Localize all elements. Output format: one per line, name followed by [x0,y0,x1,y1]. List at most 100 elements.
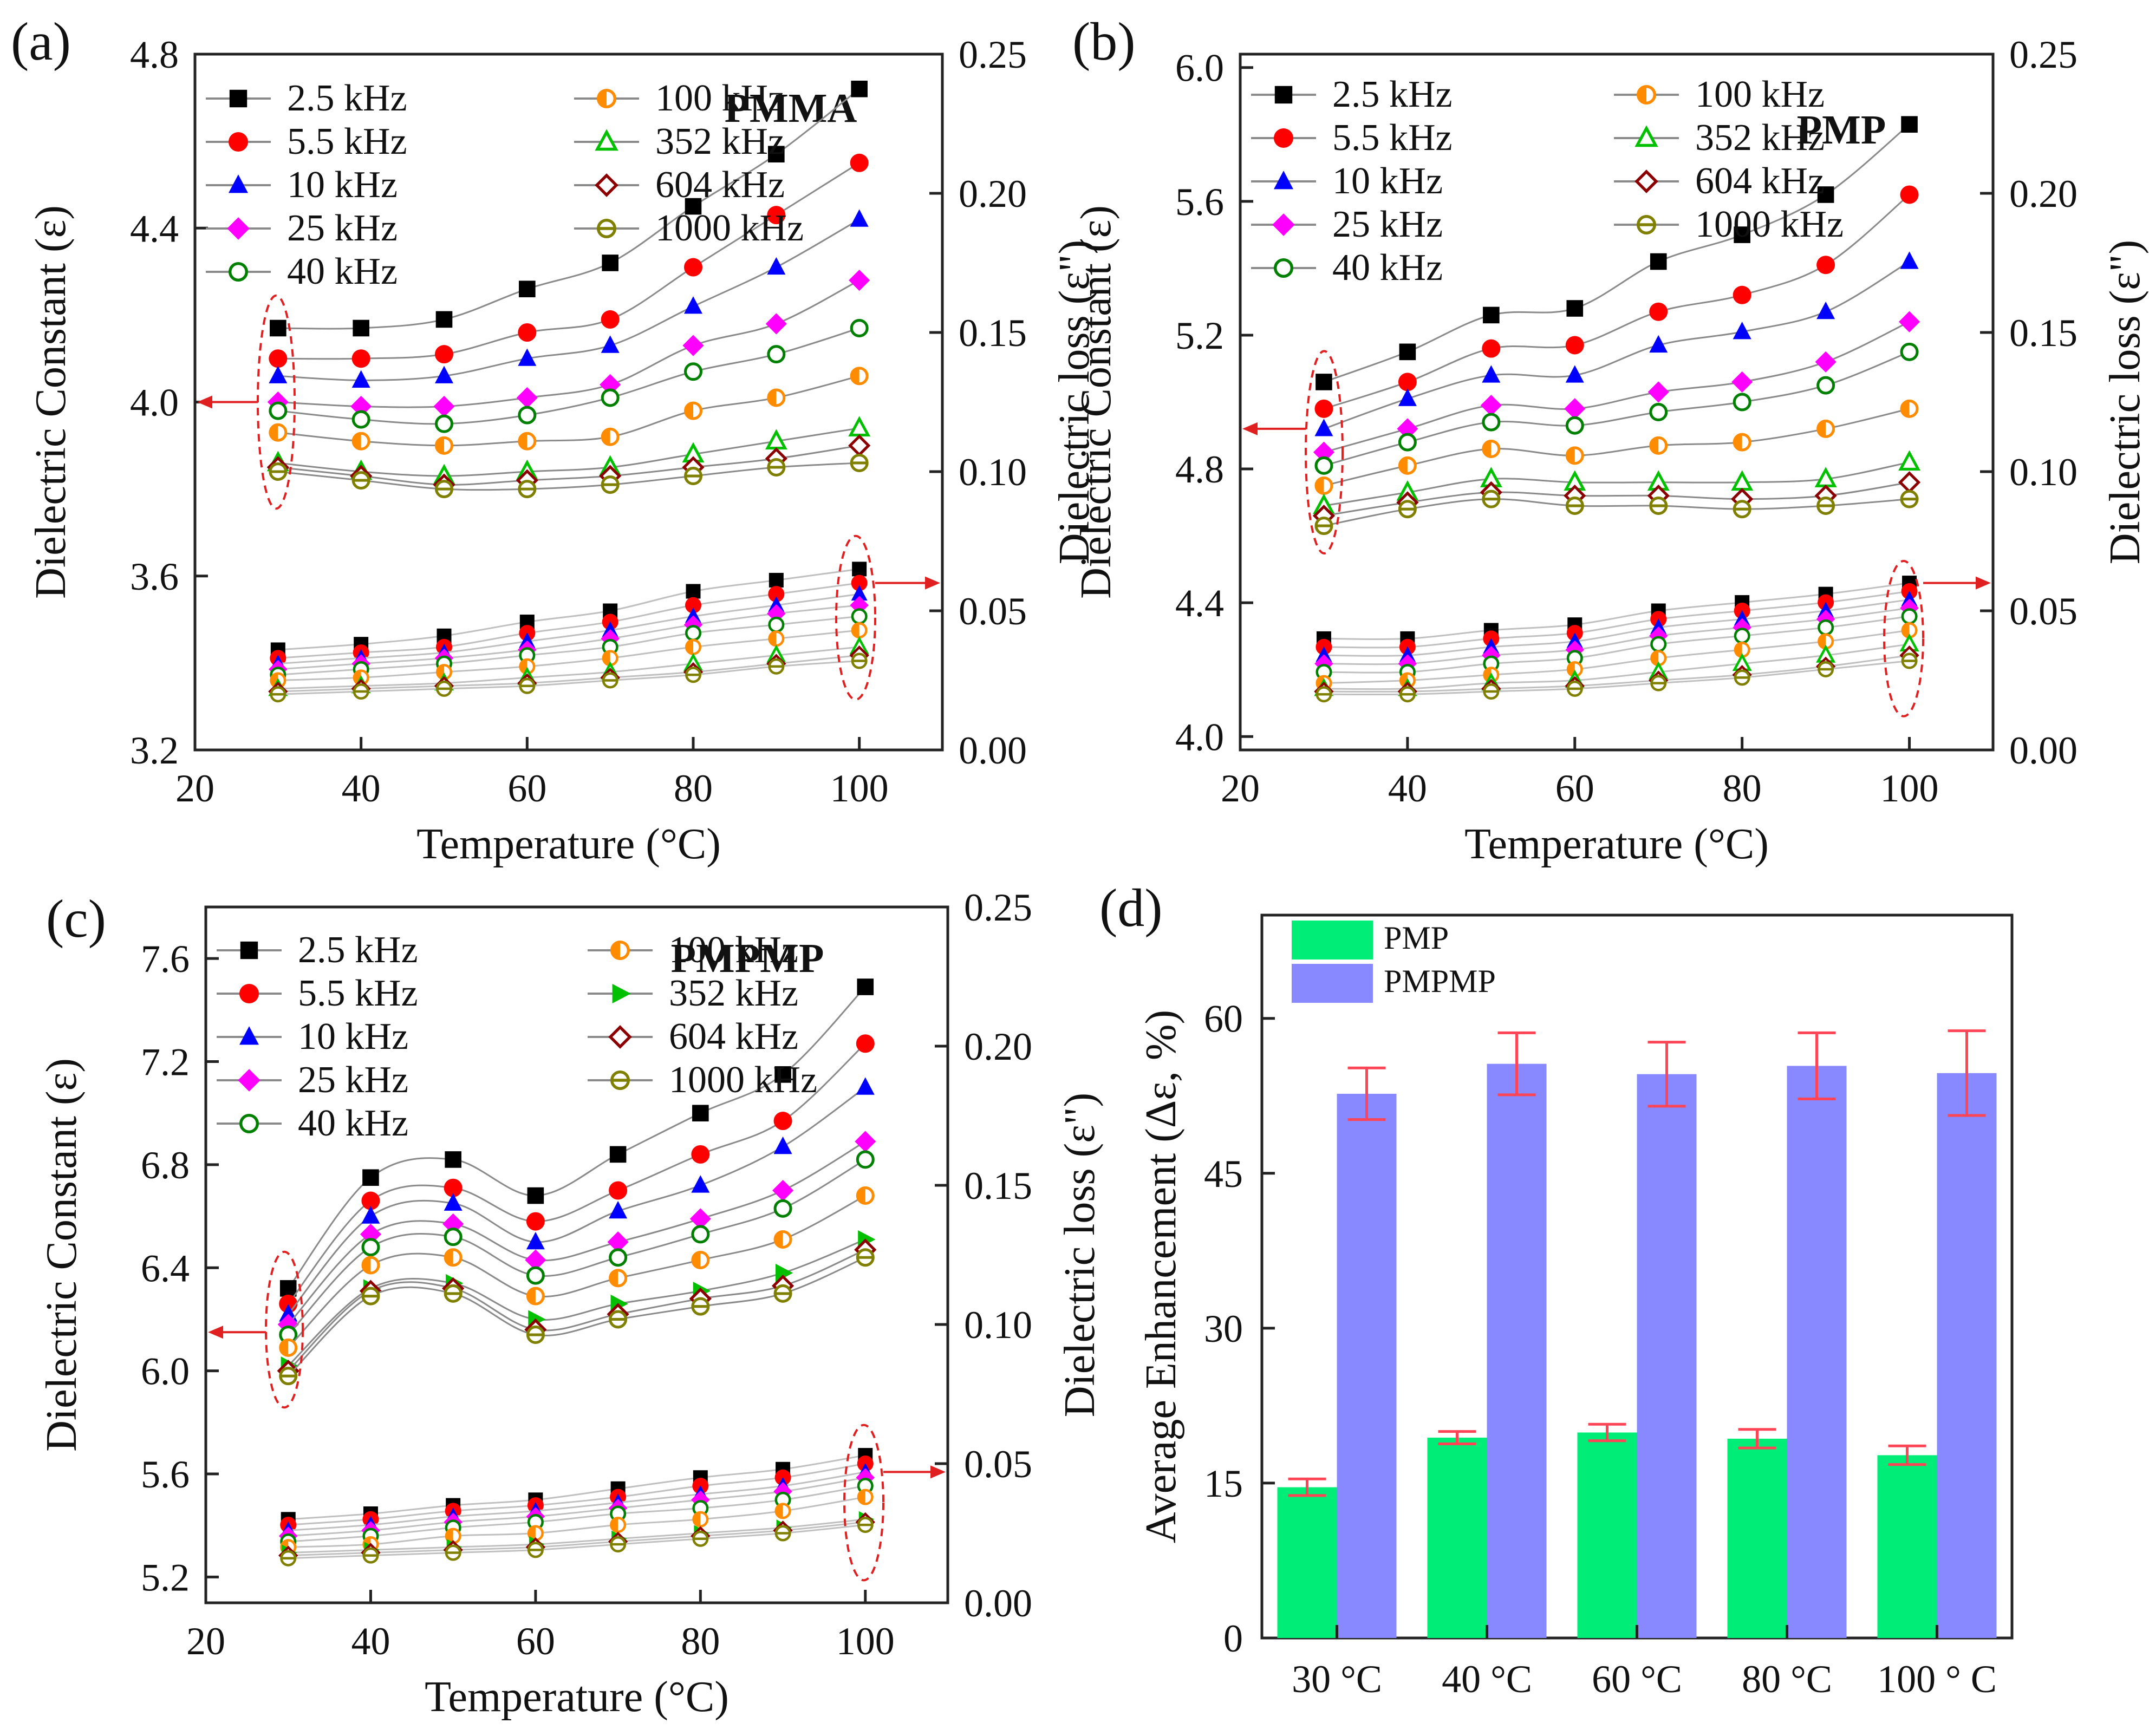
dielectric-loss-point [1901,608,1918,625]
dielectric-loss-point [436,680,452,697]
legend-label: 352 kHz [1695,117,1825,159]
dielectric-loss-point [1734,628,1750,644]
legend-marker [238,1069,261,1092]
y-right-tick-label: 0.05 [2009,590,2078,633]
dielectric-loss-line [288,1518,865,1554]
dielectric-constant-point [445,1151,461,1168]
y-left-tick-label: 5.2 [141,1556,190,1599]
panel-title: PMPMP [671,936,824,981]
dielectric-constant-point [1899,311,1920,332]
plot-frame [204,905,949,1604]
y-right-axis-title: Dielectric loss (ε") [2101,240,2149,564]
y-right-tick-label: 0.05 [964,1443,1032,1486]
dielectric-constant-point [525,1249,546,1271]
panel-a: 20 40 60 80 100 3.2 3.6 4.0 4.4 4.8 0.00 0.05 0.10 0.… [11,11,1098,868]
dielectric-loss-point [851,608,868,625]
y-left-tick-label: 3.2 [130,729,179,772]
dielectric-loss-line [1324,590,1910,649]
dielectric-constant-point [684,401,703,420]
x-tick-label: 40 [351,1620,390,1663]
panel-label: (d) [1099,878,1163,938]
legend-marker [229,132,248,152]
y-left-tick-label: 4.4 [130,207,179,250]
y-left-tick-label: 4.0 [1175,715,1224,759]
legend-marker [610,1070,630,1090]
bar-pmpmp [1787,1066,1847,1638]
y-left-tick-label: 3.6 [130,555,179,598]
dielectric-constant-point [773,1199,792,1218]
legend-marker [1634,125,1658,147]
dielectric-loss-point [851,652,868,669]
dielectric-loss-point [1650,618,1667,634]
dielectric-loss-line [1324,654,1910,693]
dielectric-loss-point [1650,636,1667,652]
legend-label: 2.5 kHz [1332,74,1453,115]
dielectric-constant-point [433,395,455,417]
dielectric-constant-point [691,1175,710,1193]
dielectric-loss-point [686,584,701,599]
legend-marker [229,262,249,282]
legend-label: 40 kHz [287,251,398,292]
dielectric-loss-line [1324,598,1910,657]
error-bar [1288,1477,1326,1497]
dielectric-constant-point [1398,456,1417,475]
dielectric-constant-point [684,258,702,277]
dielectric-constant-point [1900,490,1919,508]
dielectric-constant-point [1483,306,1500,324]
legend-marker [596,219,616,239]
dielectric-constant-point [279,1304,298,1322]
dielectric-loss-point [852,562,867,577]
dielectric-constant-point [1649,403,1668,422]
dielectric-constant-point [434,436,453,455]
dielectric-constant-point [1898,471,1921,494]
y-left-tick-label: 5.6 [141,1453,190,1496]
dielectric-constant-point [1566,300,1584,317]
dielectric-constant-point [269,423,288,442]
constant-group-ellipse [1305,350,1344,554]
x-tick-label: 20 [186,1620,225,1663]
dielectric-constant-point [1565,365,1584,383]
dielectric-constant-point [269,349,288,368]
y-left-axis-title: Dielectric Constant (ε) [38,1058,86,1452]
legend-marker [227,217,250,240]
legend-swatch [1292,921,1373,960]
dielectric-constant-point [601,310,620,329]
x-tick-label: 40 [342,767,381,810]
legend-marker [610,940,630,960]
dielectric-loss-point [519,677,536,694]
dielectric-loss-line [1324,607,1910,665]
dielectric-loss-line [288,1496,866,1548]
dielectric-constant-point [1565,336,1584,355]
dielectric-constant-point [1816,376,1835,395]
dielectric-loss-line [1324,660,1910,696]
dielectric-constant-point [444,1284,463,1303]
dielectric-loss-point [610,1536,627,1553]
dielectric-constant-point [435,345,453,364]
bar-pmp [1727,1438,1787,1638]
dielectric-loss-point [353,683,369,700]
x-axis-title: Temperature (°C) [416,820,721,868]
y-left-tick-label: 6.0 [1175,47,1224,90]
dielectric-constant-line [278,279,860,408]
x-tick-label: 60 [516,1620,555,1663]
category-label: 80 °C [1742,1657,1832,1701]
y-right-axis-title: Dielectric loss (ε") [1051,240,1098,564]
loss-group-ellipse [843,1424,884,1582]
dielectric-constant-point [519,280,536,297]
dielectric-constant-point [269,462,288,481]
dielectric-loss-point [768,596,785,612]
x-tick-label: 80 [674,767,713,810]
dielectric-constant-point [360,1223,381,1245]
y-right-tick-label: 0.00 [2009,729,2078,772]
dielectric-constant-point [1482,439,1501,458]
bar-pmp [1427,1438,1487,1638]
dielectric-constant-point [1733,393,1751,412]
dielectric-constant-point [848,416,871,436]
dielectric-constant-point [1314,399,1333,418]
dielectric-constant-point [689,1208,711,1230]
dielectric-constant-point [607,1231,629,1253]
legend-label: 40 kHz [1332,247,1443,289]
dielectric-constant-point [609,1146,627,1163]
panel-d: 0 15 30 45 60 Average Enhancement (Δε, %) (d) 3… [1099,878,2014,1701]
dielectric-constant-point [351,432,370,451]
